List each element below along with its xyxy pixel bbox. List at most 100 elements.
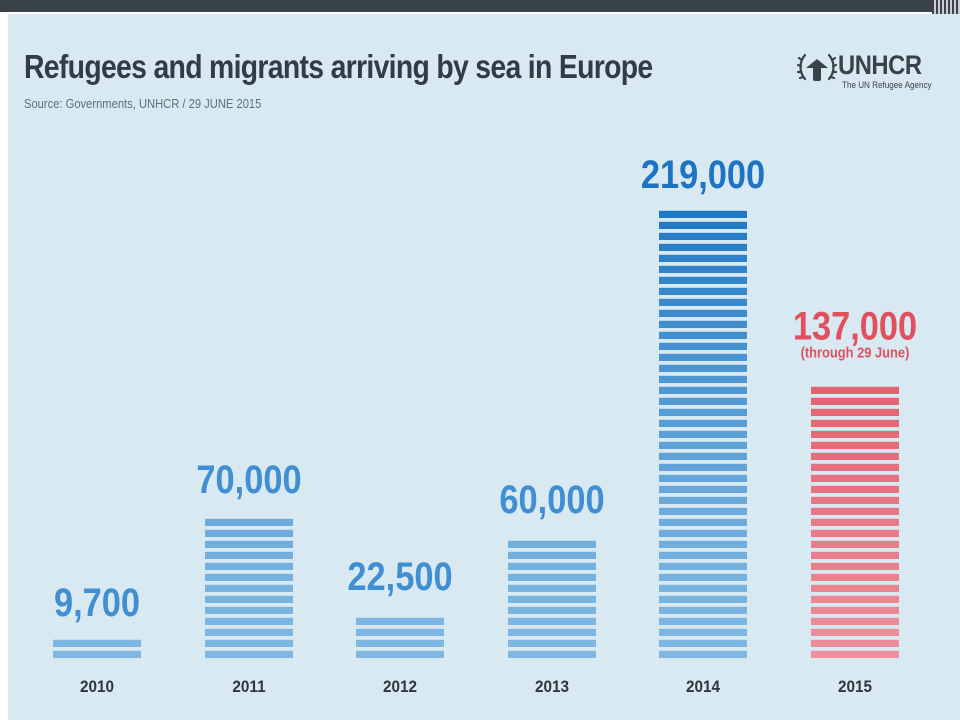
bar-stripe <box>659 430 747 438</box>
category-label-2010: 2010 <box>80 677 114 696</box>
bar-stripe <box>205 628 293 636</box>
bar-stripe <box>659 331 747 339</box>
bar-stripe <box>659 265 747 273</box>
bar-stripe <box>659 617 747 625</box>
bar-stripe <box>205 639 293 647</box>
bar-stripe <box>659 320 747 328</box>
bar-stripe <box>659 276 747 284</box>
bar-stripe <box>508 573 596 581</box>
bar-stripe <box>659 606 747 614</box>
chart-title: Refugees and migrants arriving by sea in… <box>24 48 653 85</box>
bar-stripe <box>508 540 596 548</box>
bar-stripe <box>811 474 899 482</box>
bar-stripe <box>659 452 747 460</box>
value-label-2015: 137,000 <box>793 303 917 348</box>
bar-2014 <box>659 210 747 658</box>
logo-name: UNHCR <box>838 50 922 80</box>
bar-stripe <box>205 518 293 526</box>
bar-stripe <box>205 617 293 625</box>
bar-stripe <box>811 573 899 581</box>
bar-stripe <box>811 562 899 570</box>
bar-stripe <box>356 617 444 625</box>
bar-stripe <box>508 551 596 559</box>
bar-stripe <box>659 298 747 306</box>
category-label-2014: 2014 <box>686 677 720 696</box>
bar-stripe <box>811 397 899 405</box>
bar-stripe <box>811 540 899 548</box>
bar-stripe <box>659 463 747 471</box>
bar-stripe <box>659 507 747 515</box>
bar-stripe <box>811 650 899 658</box>
bar-stripe <box>205 529 293 537</box>
bar-stripe <box>205 595 293 603</box>
bar-stripe <box>811 595 899 603</box>
bar-stripe <box>811 551 899 559</box>
bar-stripe <box>811 408 899 416</box>
bar-stripe <box>659 386 747 394</box>
bar-stripe <box>659 353 747 361</box>
bar-stripe <box>508 606 596 614</box>
bar-stripe <box>205 562 293 570</box>
unhcr-emblem-icon <box>796 53 838 81</box>
logo-tagline: The UN Refugee Agency <box>842 80 932 90</box>
category-label-2012: 2012 <box>383 677 417 696</box>
bar-stripe <box>811 485 899 493</box>
bar-stripe <box>508 639 596 647</box>
bar-2015 <box>811 386 899 658</box>
bar-stripe <box>659 287 747 295</box>
bar-stripe <box>659 551 747 559</box>
chart-source: Source: Governments, UNHCR / 29 JUNE 201… <box>24 96 262 111</box>
bar-stripe <box>356 628 444 636</box>
bar-stripe <box>811 463 899 471</box>
bar-stripe <box>659 540 747 548</box>
value-label-2014: 219,000 <box>641 152 765 197</box>
bar-stripe <box>811 606 899 614</box>
bar-stripe <box>659 650 747 658</box>
bar-stripe <box>811 430 899 438</box>
bar-stripe <box>659 221 747 229</box>
bar-stripe <box>205 650 293 658</box>
bar-stripe <box>811 419 899 427</box>
bar-stripe <box>205 606 293 614</box>
bar-stripe <box>508 584 596 592</box>
top-bar <box>0 0 960 12</box>
unhcr-logo: UNHCR The UN Refugee Agency <box>796 48 946 94</box>
bar-2012 <box>356 617 444 658</box>
bar-stripe <box>659 419 747 427</box>
bar-stripe <box>659 474 747 482</box>
category-label-2013: 2013 <box>535 677 569 696</box>
bar-stripe <box>811 496 899 504</box>
bar-stripe <box>811 617 899 625</box>
bar-stripe <box>356 639 444 647</box>
bar-stripe <box>508 595 596 603</box>
bar-stripe <box>205 540 293 548</box>
value-label-2013: 60,000 <box>499 477 604 522</box>
value-label-2011: 70,000 <box>196 456 301 501</box>
bar-2011 <box>205 518 293 658</box>
value-label-2010: 9,700 <box>54 580 140 625</box>
bar-stripe <box>811 452 899 460</box>
bar-stripe <box>205 573 293 581</box>
bar-stripe <box>659 518 747 526</box>
bar-stripe <box>508 650 596 658</box>
bar-stripe <box>53 639 141 647</box>
annotation-2015: (through 29 June) <box>801 344 910 361</box>
value-label-2012: 22,500 <box>347 554 452 599</box>
bar-stripe <box>659 628 747 636</box>
bar-stripe <box>659 441 747 449</box>
bar-stripe <box>811 518 899 526</box>
bar-stripe <box>811 386 899 394</box>
bar-stripe <box>53 650 141 658</box>
bar-stripe <box>659 210 747 218</box>
bar-stripe <box>659 342 747 350</box>
bar-stripe <box>205 584 293 592</box>
bar-2010 <box>53 639 141 658</box>
infographic-panel <box>8 14 960 720</box>
bar-stripe <box>356 650 444 658</box>
bar-stripe <box>659 562 747 570</box>
bar-stripe <box>659 595 747 603</box>
bar-stripe <box>811 529 899 537</box>
bar-stripe <box>659 309 747 317</box>
category-label-2015: 2015 <box>838 677 872 696</box>
